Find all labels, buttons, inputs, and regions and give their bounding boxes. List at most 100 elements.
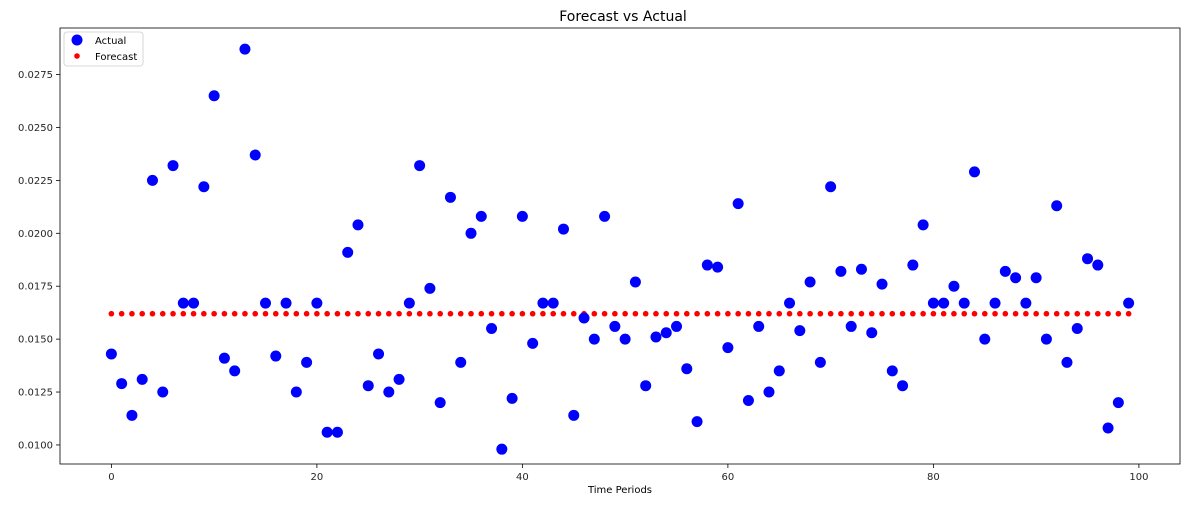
actual-point [290,386,302,398]
actual-point [968,166,980,178]
forecast-point [755,310,762,317]
actual-point [475,210,487,222]
forecast-point [396,310,402,317]
actual-point [619,333,631,345]
actual-point [753,320,765,332]
forecast-point [601,310,608,317]
forecast-point [1023,310,1029,317]
actual-point [1082,253,1094,265]
actual-point [116,378,128,390]
forecast-point [817,310,824,317]
forecast-point [118,310,125,317]
x-axis: 0 20 40 60 80 100 [108,464,1148,483]
actual-point [547,297,559,309]
actual-point [866,327,878,339]
forecast-point [519,310,526,317]
actual-point [126,409,138,421]
forecast-point [899,310,906,317]
forecast-point [1074,310,1081,317]
forecast-point [221,310,228,317]
actual-point [650,331,662,343]
forecast-point [714,310,721,317]
legend-actual-label: Actual [95,36,126,47]
actual-point [136,373,148,385]
actual-point [825,181,837,193]
actual-point [373,348,385,360]
actual-point [568,409,580,421]
forecast-point [540,310,546,317]
forecast-point [211,310,217,317]
forecast-point [673,310,680,317]
actual-point [516,210,528,222]
forecast-point [940,310,947,317]
actual-point [444,191,456,203]
legend-actual-marker [71,34,83,46]
actual-point [681,363,693,375]
legend-forecast-marker [74,53,80,59]
forecast-point [262,310,269,317]
actual-point [455,356,467,368]
forecast-point [1125,310,1132,317]
y-tick-label: 0.0225 [18,176,53,187]
actual-point [907,259,919,271]
actual-point [886,365,898,377]
actual-point [527,337,539,349]
forecast-point [961,310,968,317]
forecast-point [786,310,793,317]
actual-point [599,210,611,222]
actual-point [1061,356,1073,368]
actual-point [424,282,436,294]
forecast-point [499,310,505,317]
forecast-point [920,310,926,317]
actual-point [948,280,960,292]
x-tick-label: 0 [108,472,114,483]
forecast-point [550,310,557,317]
forecast-point [149,310,156,317]
actual-point [496,443,508,455]
forecast-point [879,310,885,317]
y-tick-label: 0.0275 [18,70,53,81]
y-tick-label: 0.0200 [18,229,53,240]
forecast-point [190,310,197,317]
y-tick-label: 0.0175 [18,282,53,293]
forecast-point [139,310,146,317]
forecast-point [838,310,844,317]
actual-point [167,160,179,172]
forecast-point [468,310,474,317]
forecast-point [386,310,392,317]
actual-point [1010,272,1022,284]
actual-point [691,416,703,428]
actual-point [876,278,888,290]
actual-point [188,297,200,309]
y-axis: 0.0100 0.0125 0.0150 0.0175 0.0200 0.0225 0.02… [18,70,60,451]
actual-point [270,350,282,362]
actual-point [578,312,590,324]
chart-title: Forecast vs Actual [559,9,687,25]
actual-point [1051,200,1063,212]
forecast-point [180,310,187,317]
x-tick-label: 40 [516,472,529,483]
forecast-point [375,310,382,317]
forecast-point [663,310,670,317]
forecast-point [231,310,238,317]
forecast-point [509,310,515,317]
forecast-point [848,310,854,317]
forecast-point [416,310,423,317]
actual-point [804,276,816,288]
actual-point [239,43,251,55]
forecast-point [1033,310,1039,317]
forecast-point [529,310,536,317]
actual-point [1071,323,1083,335]
actual-point [383,386,395,398]
actual-point [732,198,744,210]
actual-point [208,90,220,102]
actual-point [958,297,970,309]
forecast-point [1084,310,1091,317]
forecast-point [170,310,176,317]
actual-point [105,348,117,360]
forecast-point [365,310,372,317]
forecast-point [981,310,988,317]
forecast-point [1064,310,1070,317]
actual-point [352,219,364,231]
forecast-point [478,310,485,317]
